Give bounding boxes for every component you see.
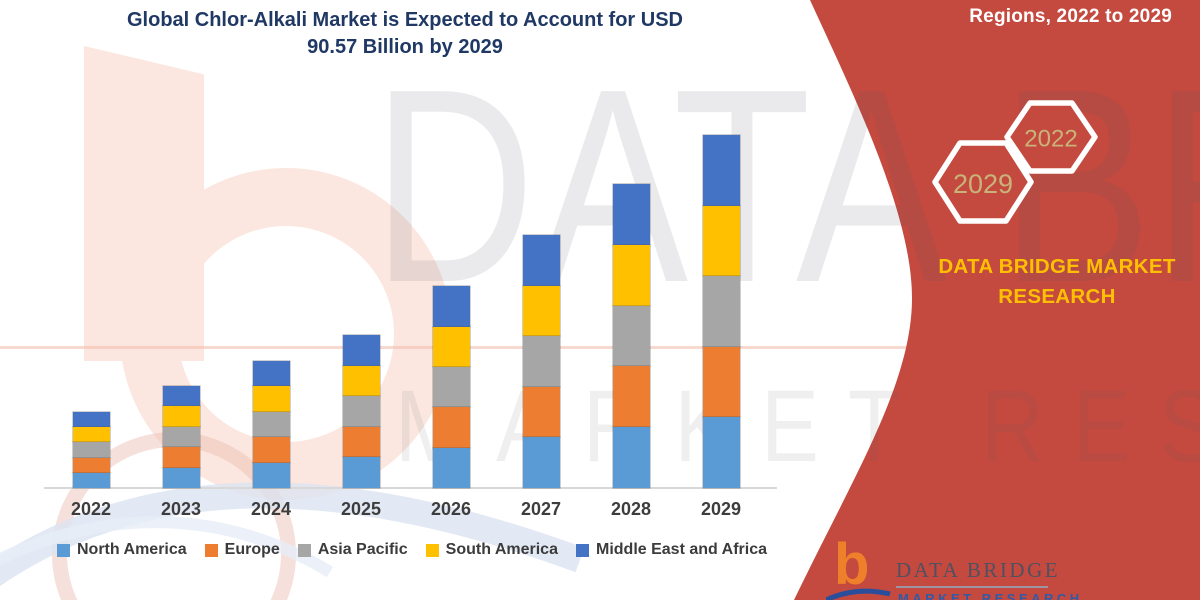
legend-item: Europe <box>204 541 280 559</box>
hexagon-2022-label: 2022 <box>1024 126 1077 153</box>
bar-segment <box>162 406 200 427</box>
bar-segment <box>342 457 380 488</box>
chart-title-line2: 90.57 Billion by 2029 <box>307 36 503 58</box>
bar-segment <box>342 426 380 458</box>
bar-segment <box>342 396 380 427</box>
dbmr-logo-swoosh-icon <box>826 588 891 600</box>
x-axis-label: 2026 <box>430 499 472 519</box>
bar-segment <box>522 285 560 337</box>
bar-segment <box>702 135 740 206</box>
legend-swatch <box>297 543 311 557</box>
bar-segment <box>432 286 470 327</box>
hexagon-2029-label: 2029 <box>953 169 1013 199</box>
brand-line1: DATA BRIDGE MARKET <box>938 255 1176 278</box>
bar-segment <box>432 366 470 408</box>
dbmr-logo-mark: b <box>834 532 870 597</box>
bar-2025 <box>342 334 380 488</box>
dbmr-logo-divider <box>896 586 1048 588</box>
brand-line2: RESEARCH <box>998 284 1116 308</box>
bar-segment <box>432 407 470 448</box>
bar-segment <box>252 386 290 412</box>
bar-segment <box>72 412 110 428</box>
bar-2024 <box>252 360 290 488</box>
dbmr-logo-tagline: MARKET RESEARCH <box>898 591 1083 600</box>
bar-segment <box>612 305 650 367</box>
legend-item: South America <box>425 541 558 559</box>
bar-segment <box>522 437 560 488</box>
legend-item: North America <box>57 541 187 559</box>
x-axis-line <box>44 487 777 489</box>
bar-segment <box>522 235 560 286</box>
legend-label: North America <box>77 541 187 558</box>
bar-segment <box>432 447 470 488</box>
bar-segment <box>162 426 200 448</box>
x-axis-label: 2029 <box>700 499 742 519</box>
bar-segment <box>252 462 290 488</box>
background-swoosh-watermark <box>0 482 585 587</box>
bar-segment <box>72 457 110 473</box>
bar-segment <box>612 427 650 488</box>
legend-swatch <box>576 543 589 557</box>
bar-segment <box>612 244 650 306</box>
bar-segment <box>162 467 200 488</box>
bar-segment <box>252 437 290 463</box>
data-bridge-text-watermark: DATA BRIDGE <box>372 32 1200 340</box>
bar-2029 <box>702 135 740 488</box>
bar-2026 <box>432 286 470 488</box>
bar-segment <box>522 336 560 387</box>
dbmr-logo-name: DATA BRIDGE <box>896 558 1061 582</box>
legend-swatch <box>425 543 439 557</box>
x-axis-label: 2028 <box>610 499 652 519</box>
bar-2028 <box>612 184 650 488</box>
bar-segment <box>612 366 650 428</box>
bar-segment <box>342 365 380 397</box>
bar-segment <box>612 184 650 245</box>
x-axis-label: 2025 <box>340 499 382 519</box>
bar-segment <box>432 326 470 367</box>
x-axis-label: 2024 <box>250 499 292 519</box>
year-hexagons: 2029 2022 <box>932 100 1098 224</box>
brand-text: DATA BRIDGE MARKET RESEARCH <box>916 252 1198 311</box>
x-axis-label: 2023 <box>160 499 202 519</box>
bar-segment <box>72 442 110 458</box>
panel-heading: Regions, 2022 to 2029 <box>969 6 1172 27</box>
x-axis-label: 2027 <box>520 499 562 519</box>
bar-segment <box>72 427 110 443</box>
hexagon-2029 <box>932 140 1034 224</box>
bar-segment <box>162 385 200 407</box>
legend-item: Middle East and Africa <box>576 541 767 559</box>
bar-segment <box>702 276 740 347</box>
legend-label: Europe <box>224 541 280 558</box>
bar-segment <box>72 472 110 488</box>
legend-swatch <box>204 543 218 557</box>
legend-label: Middle East and Africa <box>596 541 767 558</box>
hexagon-2022 <box>1004 100 1098 174</box>
bar-segment <box>342 334 380 366</box>
chart-legend: North America Europe Asia Pacific South Ame… <box>57 541 767 559</box>
bar-2023 <box>162 385 200 488</box>
dbmr-logo: b DATA BRIDGE MARKET RESEARCH <box>826 536 1142 600</box>
bar-2022 <box>72 412 110 488</box>
legend-swatch <box>57 543 70 557</box>
legend-label: South America <box>445 541 558 558</box>
bar-segment <box>162 447 200 468</box>
bar-segment <box>702 417 740 488</box>
bar-segment <box>252 360 290 387</box>
bar-segment <box>702 205 740 277</box>
chart-title: Global Chlor-Alkali Market is Expected t… <box>90 7 720 61</box>
bar-segment <box>252 411 290 438</box>
x-axis-label: 2022 <box>70 499 112 519</box>
legend-item: Asia Pacific <box>297 541 408 559</box>
bar-segment <box>522 386 560 438</box>
bar-2027 <box>522 235 560 488</box>
bar-segment <box>702 346 740 418</box>
chart-title-line1: Global Chlor-Alkali Market is Expected t… <box>126 9 683 31</box>
legend-label: Asia Pacific <box>317 541 408 558</box>
